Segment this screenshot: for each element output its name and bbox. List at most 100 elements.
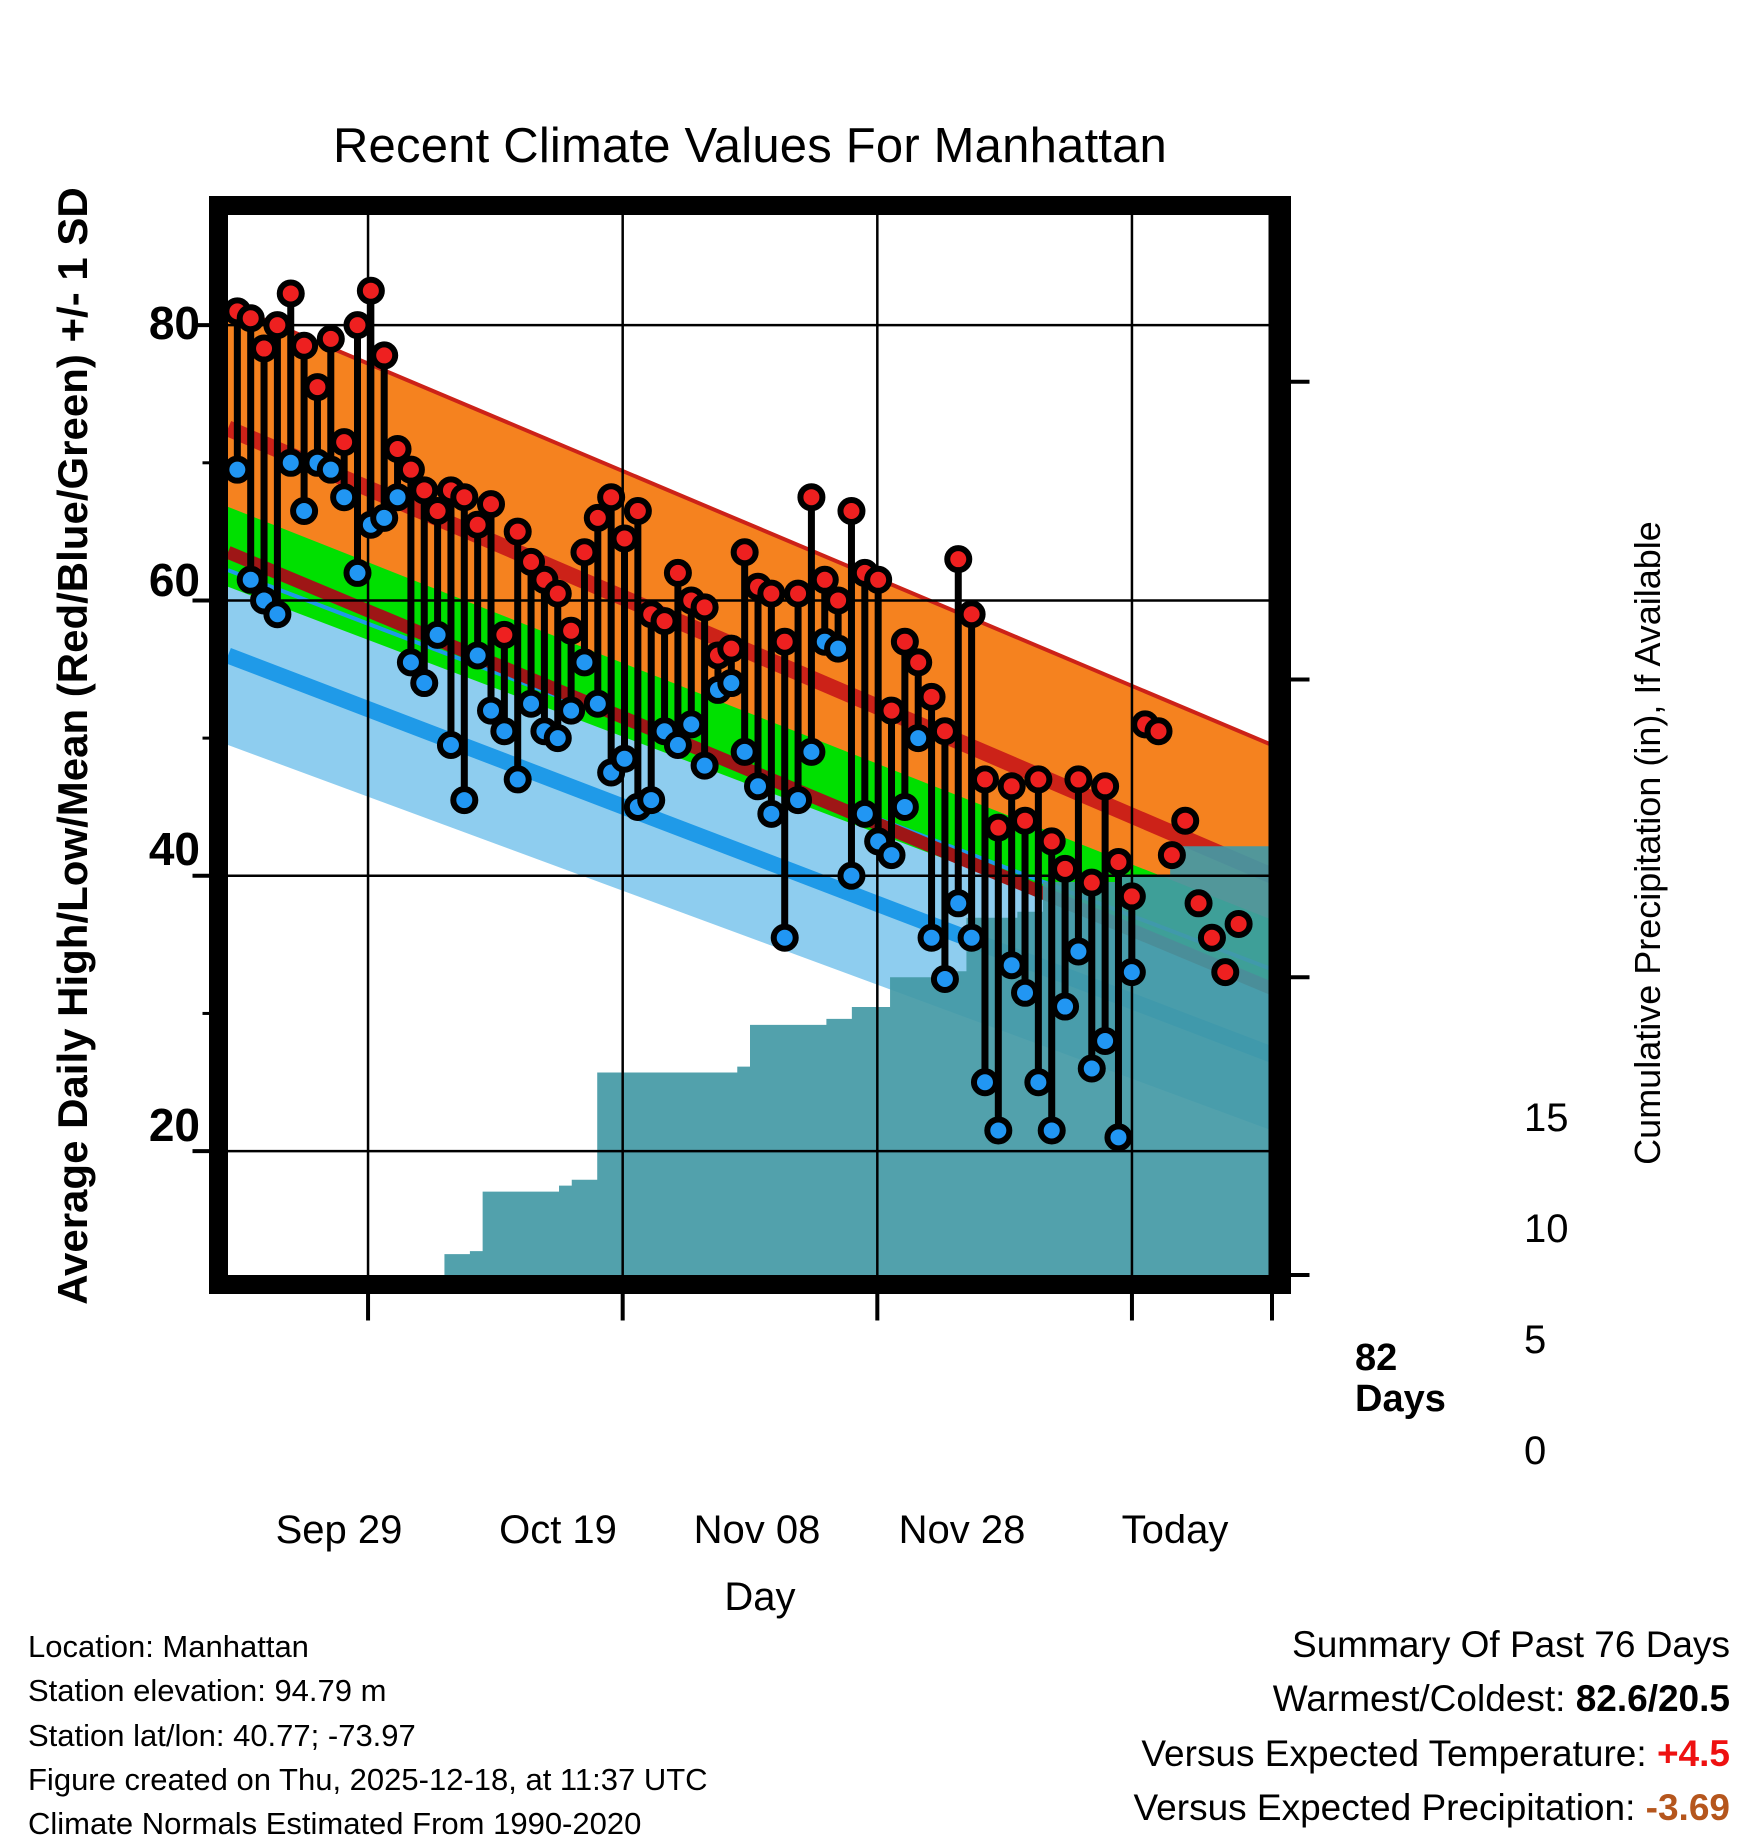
y-tick-left-60: 60 — [148, 554, 200, 606]
daily-high-marker — [1091, 772, 1120, 801]
daily-high-marker — [597, 483, 626, 512]
daily-low-marker — [290, 496, 319, 525]
daily-low-marker — [1037, 1116, 1066, 1145]
daily-high-marker — [1211, 958, 1240, 987]
daily-high-marker — [1011, 806, 1040, 835]
daily-high-marker — [343, 311, 372, 340]
days-count-word: Days — [1355, 1378, 1446, 1421]
y-tick-right-5: 5 — [1524, 1318, 1547, 1362]
daily-low-marker — [824, 634, 853, 663]
daily-high-marker — [396, 455, 425, 484]
daily-low-marker — [1091, 1026, 1120, 1055]
summary-precip-label: Versus Expected Precipitation: — [1133, 1787, 1636, 1829]
daily-high-marker — [1144, 717, 1173, 746]
daily-high-marker — [383, 435, 412, 464]
daily-low-marker — [757, 799, 786, 828]
daily-high-marker — [263, 311, 292, 340]
meta-location: Location: Manhattan — [28, 1629, 309, 1664]
daily-low-marker — [984, 1116, 1013, 1145]
daily-high-marker — [1157, 841, 1186, 870]
daily-low-marker — [690, 751, 719, 780]
daily-low-marker — [850, 799, 879, 828]
daily-high-marker — [623, 496, 652, 525]
daily-high-marker — [997, 772, 1026, 801]
daily-low-marker — [997, 951, 1026, 980]
summary-temp-value: +4.5 — [1656, 1732, 1730, 1774]
daily-high-marker — [784, 579, 813, 608]
daily-low-marker — [228, 455, 252, 484]
daily-high-marker — [1051, 854, 1080, 883]
daily-low-marker — [637, 786, 666, 815]
summary-temp-label: Versus Expected Temperature: — [1141, 1732, 1647, 1774]
daily-high-marker — [970, 765, 999, 794]
daily-low-marker — [957, 923, 986, 952]
days-count-annotation: 82 Days — [1355, 1337, 1446, 1421]
meta-latlon: Station lat/lon: 40.77; -73.97 — [28, 1717, 416, 1753]
y-tick-right-0: 0 — [1524, 1429, 1547, 1473]
daily-high-marker — [650, 607, 679, 636]
daily-low-marker — [1104, 1123, 1133, 1152]
y-tick-right-15: 15 — [1524, 1096, 1569, 1140]
daily-high-marker — [250, 334, 279, 363]
daily-high-marker — [770, 627, 799, 656]
daily-low-marker — [837, 861, 866, 890]
daily-low-marker — [503, 765, 532, 794]
daily-low-marker — [330, 483, 359, 512]
daily-low-marker — [490, 717, 519, 746]
daily-low-marker — [797, 737, 826, 766]
daily-high-marker — [717, 634, 746, 663]
daily-low-marker — [383, 483, 412, 512]
daily-low-marker — [677, 710, 706, 739]
daily-high-marker — [316, 324, 345, 353]
daily-high-marker — [463, 510, 492, 539]
daily-low-marker — [583, 689, 612, 718]
summary-precip: Versus Expected Precipitation: -3.69 — [1134, 1781, 1730, 1835]
daily-high-marker — [356, 276, 385, 305]
daily-low-marker — [477, 696, 506, 725]
daily-low-marker — [1077, 1054, 1106, 1083]
daily-high-marker — [1104, 848, 1133, 877]
daily-high-marker — [303, 373, 332, 402]
daily-low-marker — [1064, 937, 1093, 966]
daily-low-marker — [744, 772, 773, 801]
daily-high-marker — [490, 620, 519, 649]
daily-low-marker — [396, 648, 425, 677]
daily-low-marker — [770, 923, 799, 952]
daily-low-marker — [610, 744, 639, 773]
daily-low-marker — [917, 923, 946, 952]
daily-low-marker — [423, 620, 452, 649]
daily-low-marker — [450, 786, 479, 815]
daily-high-marker — [824, 586, 853, 615]
daily-high-marker — [757, 579, 786, 608]
daily-low-marker — [263, 600, 292, 629]
daily-high-marker — [1037, 827, 1066, 856]
daily-low-marker — [276, 448, 305, 477]
daily-high-marker — [1184, 889, 1213, 918]
daily-high-marker — [930, 717, 959, 746]
daily-high-marker — [370, 341, 399, 370]
summary-warmest-coldest: Warmest/Coldest: 82.6/20.5 — [1134, 1672, 1730, 1726]
daily-low-marker — [410, 669, 439, 698]
daily-low-marker — [1024, 1068, 1053, 1097]
daily-high-marker — [890, 627, 919, 656]
daily-high-marker — [1197, 923, 1226, 952]
daily-high-marker — [477, 490, 506, 519]
meta-created: Figure created on Thu, 2025-12-18, at 11… — [28, 1761, 708, 1797]
daily-low-marker — [717, 669, 746, 698]
days-count-value: 82 — [1355, 1337, 1398, 1379]
daily-low-marker — [784, 786, 813, 815]
x-tick-nov-28: Nov 28 — [898, 1508, 1026, 1552]
daily-high-marker — [1117, 882, 1146, 911]
daily-low-marker — [236, 565, 265, 594]
daily-high-marker — [810, 565, 839, 594]
daily-high-marker — [410, 476, 439, 505]
daily-low-marker — [877, 841, 906, 870]
y-tick-left-20: 20 — [148, 1099, 200, 1151]
daily-high-marker — [730, 538, 759, 567]
daily-high-marker — [610, 524, 639, 553]
daily-high-marker — [423, 496, 452, 525]
daily-high-marker — [864, 565, 893, 594]
daily-low-marker — [463, 641, 492, 670]
y-tick-left-80: 80 — [148, 297, 200, 349]
